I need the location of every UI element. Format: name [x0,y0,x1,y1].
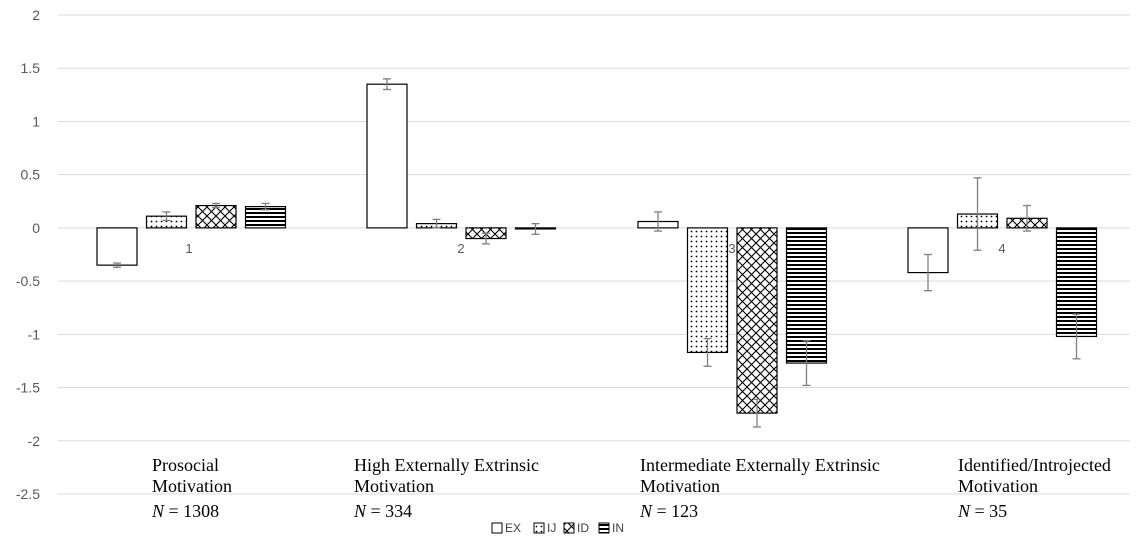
y-tick-label: 1.5 [21,60,41,76]
legend-label-in: IN [612,521,624,535]
bar-ij [686,227,729,354]
bar-ex [366,83,408,229]
error-bars [113,78,1081,428]
gridlines [58,14,1130,495]
y-tick-label: -1 [28,326,41,342]
group-label-line: Prosocial [152,455,219,475]
y-tick-label: 0.5 [21,167,41,183]
category-numbers: 1 2 3 4 [185,241,1005,256]
group-label-line: Intermediate Externally Extrinsic [640,455,880,475]
bar-ex [96,227,138,266]
category-number: 2 [457,241,464,256]
group-label-line: Motivation [354,476,434,496]
y-tick-label: 0 [32,220,40,236]
legend-label-ij: IJ [547,521,556,535]
category-number: 1 [185,241,192,256]
group-label-line: Motivation [152,476,232,496]
y-axis: 2 1.5 1 0.5 0 -0.5 -1 -1.5 -2 -2.5 [16,7,40,502]
legend-swatch-ij [533,522,545,534]
legend: EX IJ ID IN [491,521,624,535]
category-number: 4 [998,241,1005,256]
group-label-line: Motivation [958,476,1038,496]
group-n-label: N = 123 [639,501,698,521]
legend-label-id: ID [577,521,589,535]
group-n-label: N = 334 [353,501,412,521]
group-label-line: Motivation [640,476,720,496]
legend-swatch-in [598,522,610,534]
category-number: 3 [728,241,735,256]
legend-swatch-ex [491,522,503,534]
y-tick-label: -2.5 [16,486,40,502]
y-tick-label: 2 [32,7,40,23]
bar-id [195,204,237,229]
bars [96,83,1098,414]
group-label-line: High Externally Extrinsic [354,455,539,475]
legend-label-ex: EX [505,521,521,535]
bar-id [736,227,778,414]
y-tick-label: 1 [32,113,40,129]
group-n-label: N = 35 [957,501,1007,521]
group-n-label: N = 1308 [151,501,219,521]
group-label-line: Identified/Introjected [958,455,1111,475]
legend-swatch-id [563,522,575,534]
y-tick-label: -0.5 [16,273,40,289]
y-tick-label: -1.5 [16,380,40,396]
y-tick-label: -2 [28,433,41,449]
